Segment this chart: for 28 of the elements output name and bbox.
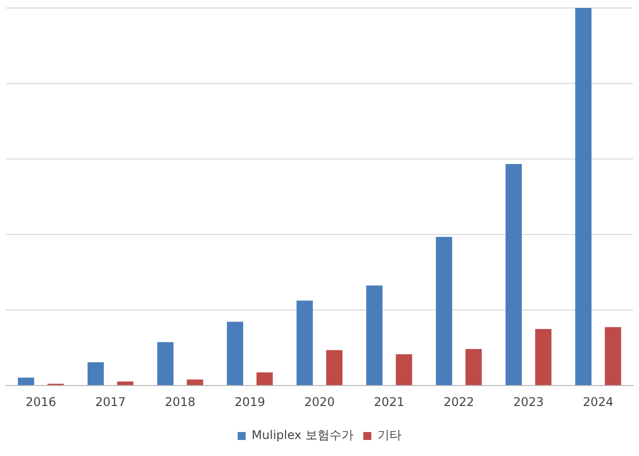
legend-label: Muliplex 보험수가 (252, 428, 354, 442)
bar (535, 328, 552, 386)
bar (157, 342, 174, 386)
bar (117, 381, 134, 386)
bar (436, 236, 452, 386)
x-tick-label: 2019 (234, 394, 266, 409)
x-tick-label: 2024 (582, 394, 614, 409)
legend-label: 기타 (377, 428, 402, 442)
bar (88, 362, 104, 386)
x-tick-label: 2022 (444, 394, 474, 409)
x-tick-label: 2020 (304, 394, 335, 409)
x-tick-label: 2021 (374, 394, 404, 409)
bar (226, 322, 244, 386)
x-tick-label: 2017 (95, 394, 126, 409)
bar (18, 378, 34, 386)
bar (396, 354, 412, 386)
bar (506, 164, 522, 386)
bar (256, 372, 273, 386)
x-tick-label: 2016 (26, 394, 56, 409)
bar (604, 327, 622, 386)
bar (366, 286, 383, 386)
x-tick-label: 2023 (513, 394, 544, 409)
bar (326, 350, 342, 386)
bar (465, 348, 482, 386)
bar (186, 380, 204, 386)
bar (575, 8, 592, 386)
bar (296, 300, 313, 386)
x-tick-label: 2018 (164, 394, 196, 409)
